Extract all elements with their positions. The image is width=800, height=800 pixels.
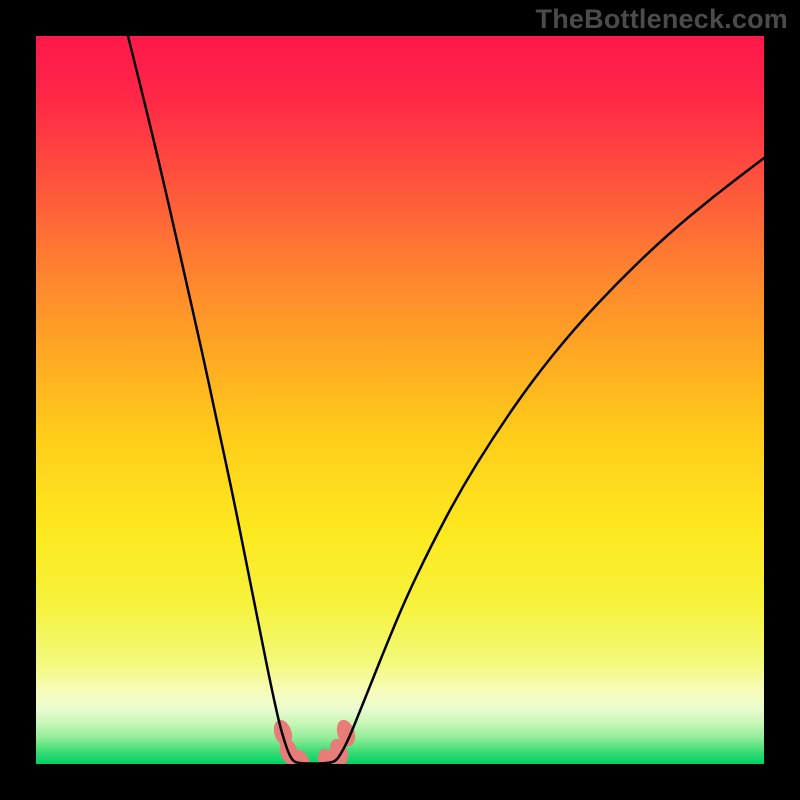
bottleneck-curve bbox=[128, 36, 764, 764]
frame-edge bbox=[0, 764, 800, 800]
frame-edge bbox=[0, 0, 36, 800]
curve-overlay bbox=[0, 0, 800, 800]
frame-edge bbox=[764, 0, 800, 800]
watermark-text: TheBottleneck.com bbox=[536, 4, 788, 35]
